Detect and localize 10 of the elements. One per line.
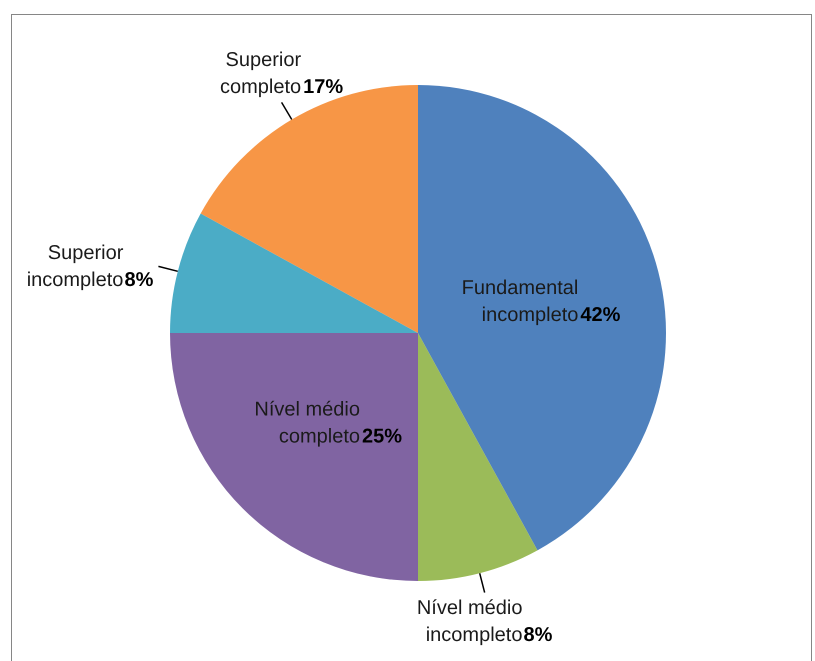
category-label: Fundamental incompleto xyxy=(462,276,578,326)
category-label: Superior incompleto xyxy=(26,242,124,291)
data-label: 17% xyxy=(303,76,344,98)
data-label: 42% xyxy=(580,304,621,326)
category-label: Superior completo xyxy=(220,48,302,98)
category-label: Nível médio incompleto xyxy=(416,597,522,646)
category-label: Nível médio completo xyxy=(254,398,360,448)
data-label: 8% xyxy=(524,624,553,646)
data-label: 25% xyxy=(362,425,402,448)
data-label: 8% xyxy=(124,268,154,291)
